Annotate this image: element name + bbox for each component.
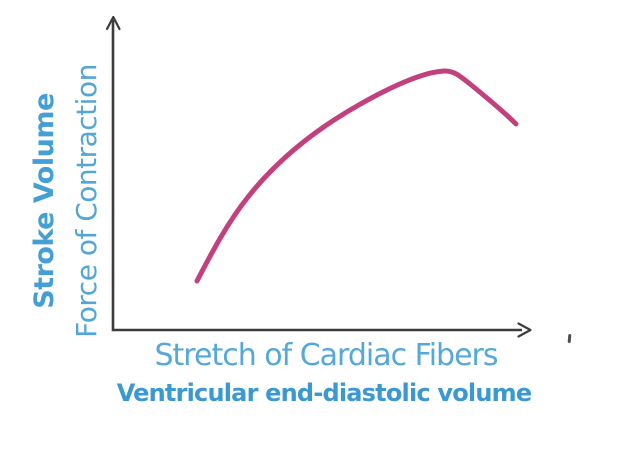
frank-starling-curve (194, 68, 519, 284)
y-axis-arrowhead-icon (105, 15, 121, 31)
y-axis-label-force-of-contraction: Force of Contraction (70, 64, 103, 338)
x-axis-label-stretch-of-cardiac-fibers: Stretch of Cardiac Fibers (154, 338, 499, 373)
y-axis-label-stroke-volume: Stroke Volume (29, 93, 60, 309)
x-axis-arrowhead-icon (517, 322, 532, 338)
axis-lines (111, 20, 522, 332)
x-axis-label-ventricular-end-diastolic-volume: Ventricular end-diastolic volume (116, 379, 532, 407)
